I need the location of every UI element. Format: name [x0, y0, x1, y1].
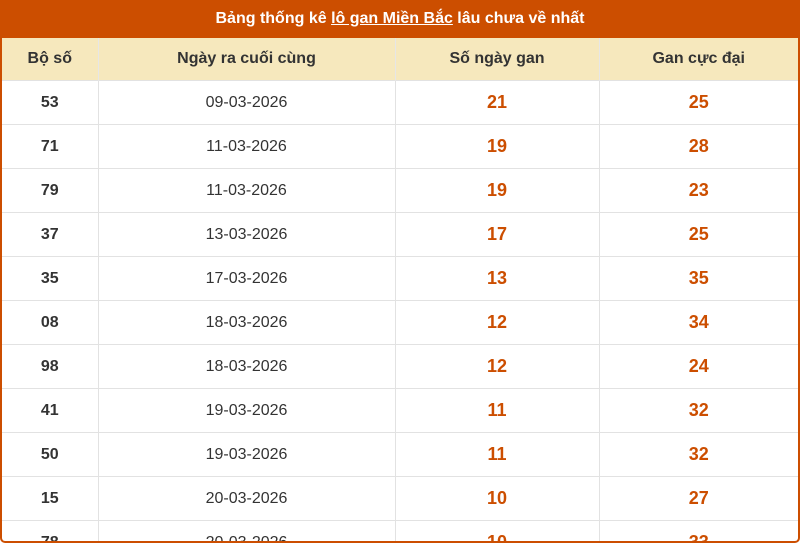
max-cell: 28 — [599, 124, 798, 169]
last-date-cell: 18-03-2026 — [98, 300, 396, 345]
table-row: 41 19-03-2026 11 32 — [2, 388, 798, 433]
lo-gan-mien-bac-link[interactable]: lô gan Miền Bắc — [331, 10, 453, 27]
table-row: 08 18-03-2026 12 34 — [2, 300, 798, 345]
column-header-last-date: Ngày ra cuối cùng — [98, 38, 396, 81]
max-cell: 24 — [599, 344, 798, 389]
column-header-max: Gan cực đại — [599, 38, 798, 81]
days-cell: 19 — [395, 168, 600, 213]
number-cell: 53 — [2, 80, 99, 125]
days-cell: 17 — [395, 212, 600, 257]
table-row: 15 20-03-2026 10 27 — [2, 476, 798, 521]
title-suffix: lâu chưa về nhất — [452, 10, 585, 27]
last-date-cell: 18-03-2026 — [98, 344, 396, 389]
number-cell: 98 — [2, 344, 99, 389]
number-cell: 78 — [2, 520, 99, 541]
header-row: Bộ số Ngày ra cuối cùng Số ngày gan Gan … — [2, 38, 798, 81]
last-date-cell: 19-03-2026 — [98, 388, 396, 433]
max-cell: 32 — [599, 388, 798, 433]
last-date-cell: 13-03-2026 — [98, 212, 396, 257]
number-cell: 08 — [2, 300, 99, 345]
days-cell: 10 — [395, 476, 600, 521]
number-cell: 41 — [2, 388, 99, 433]
last-date-cell: 20-03-2026 — [98, 520, 396, 541]
days-cell: 19 — [395, 124, 600, 169]
max-cell: 35 — [599, 256, 798, 301]
days-cell: 10 — [395, 520, 600, 541]
table-row: 37 13-03-2026 17 25 — [2, 212, 798, 257]
max-cell: 25 — [599, 212, 798, 257]
column-header-number: Bộ số — [2, 38, 99, 81]
last-date-cell: 09-03-2026 — [98, 80, 396, 125]
column-header-days: Số ngày gan — [395, 38, 600, 81]
number-cell: 50 — [2, 432, 99, 477]
number-cell: 37 — [2, 212, 99, 257]
max-cell: 27 — [599, 476, 798, 521]
days-cell: 12 — [395, 300, 600, 345]
title-prefix: Bảng thống kê — [215, 10, 332, 27]
days-cell: 21 — [395, 80, 600, 125]
table-row: 98 18-03-2026 12 24 — [2, 344, 798, 389]
last-date-cell: 17-03-2026 — [98, 256, 396, 301]
max-cell: 23 — [599, 168, 798, 213]
days-cell: 12 — [395, 344, 600, 389]
max-cell: 32 — [599, 432, 798, 477]
table-row: 71 11-03-2026 19 28 — [2, 124, 798, 169]
table-title: Bảng thống kê lô gan Miền Bắc lâu chưa v… — [2, 0, 798, 38]
table-row: 35 17-03-2026 13 35 — [2, 256, 798, 301]
max-cell: 34 — [599, 300, 798, 345]
number-cell: 35 — [2, 256, 99, 301]
table-row: 50 19-03-2026 11 32 — [2, 432, 798, 477]
table-row: 53 09-03-2026 21 25 — [2, 80, 798, 125]
table-row: 79 11-03-2026 19 23 — [2, 168, 798, 213]
last-date-cell: 11-03-2026 — [98, 124, 396, 169]
number-cell: 15 — [2, 476, 99, 521]
days-cell: 11 — [395, 432, 600, 477]
last-date-cell: 11-03-2026 — [98, 168, 396, 213]
number-cell: 79 — [2, 168, 99, 213]
last-date-cell: 19-03-2026 — [98, 432, 396, 477]
last-date-cell: 20-03-2026 — [98, 476, 396, 521]
table-row: 78 20-03-2026 10 33 — [2, 520, 798, 541]
max-cell: 25 — [599, 80, 798, 125]
days-cell: 11 — [395, 388, 600, 433]
lo-gan-table: Bộ số Ngày ra cuối cùng Số ngày gan Gan … — [2, 38, 798, 541]
number-cell: 71 — [2, 124, 99, 169]
days-cell: 13 — [395, 256, 600, 301]
max-cell: 33 — [599, 520, 798, 541]
